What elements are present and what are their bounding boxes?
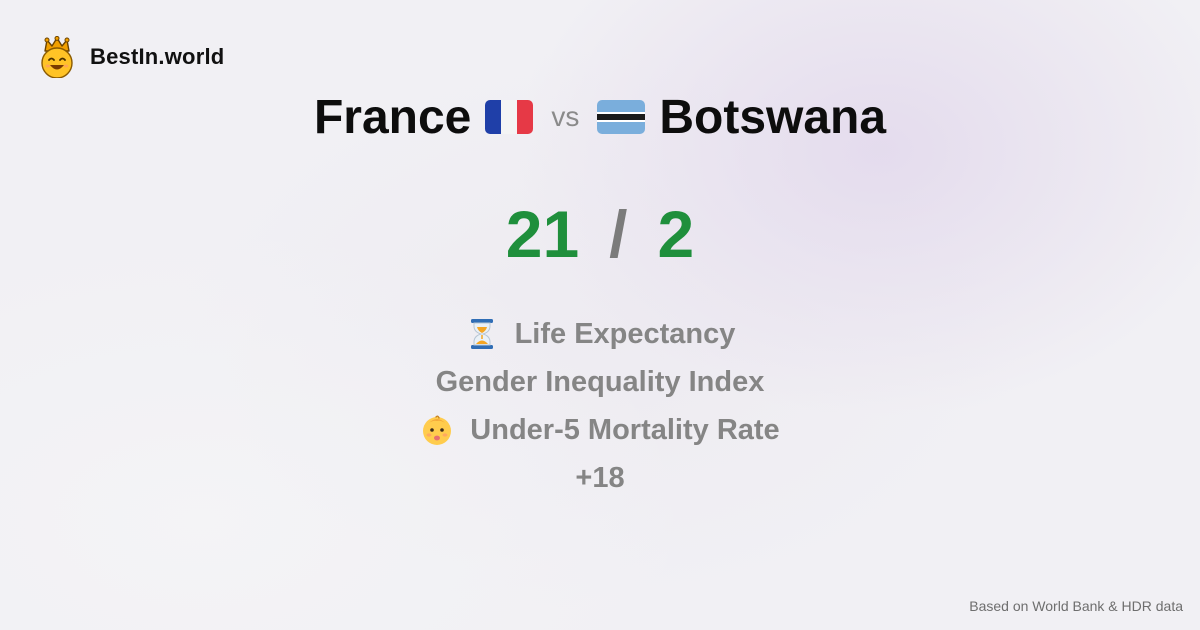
crown-smiley-icon [41,36,73,78]
data-source-note: Based on World Bank & HDR data [969,598,1183,614]
metric-label: Under-5 Mortality Rate [470,413,780,446]
right-score: 2 [657,197,695,271]
metric-label: Gender Inequality Index [435,365,765,398]
metric-under-5-mortality-rate[interactable]: Under-5 Mortality Rate [0,406,1200,454]
metrics-list: Life Expectancy Gender Inequality Index … [0,310,1200,502]
left-country-name[interactable]: France [313,90,472,144]
metric-gender-inequality-index[interactable]: Gender Inequality Index [0,358,1200,406]
baby-icon [423,415,452,445]
vs-label: vs [551,101,580,132]
metric-label: Life Expectancy [514,317,736,350]
botswana-flag-icon [597,100,646,134]
score-separator: / [609,197,628,271]
right-country-name[interactable]: Botswana [659,90,887,144]
left-score: 21 [505,197,580,271]
score: 21 / 2 [0,192,1200,276]
metric-life-expectancy[interactable]: Life Expectancy [0,310,1200,358]
hourglass-icon [470,319,493,349]
france-flag-icon [485,100,534,134]
more-metrics-count[interactable]: +18 [575,461,625,494]
brand[interactable]: BestIn.world [38,36,224,78]
comparison-title: France vs Botswana [0,86,1200,148]
brand-name: BestIn.world [90,44,225,69]
